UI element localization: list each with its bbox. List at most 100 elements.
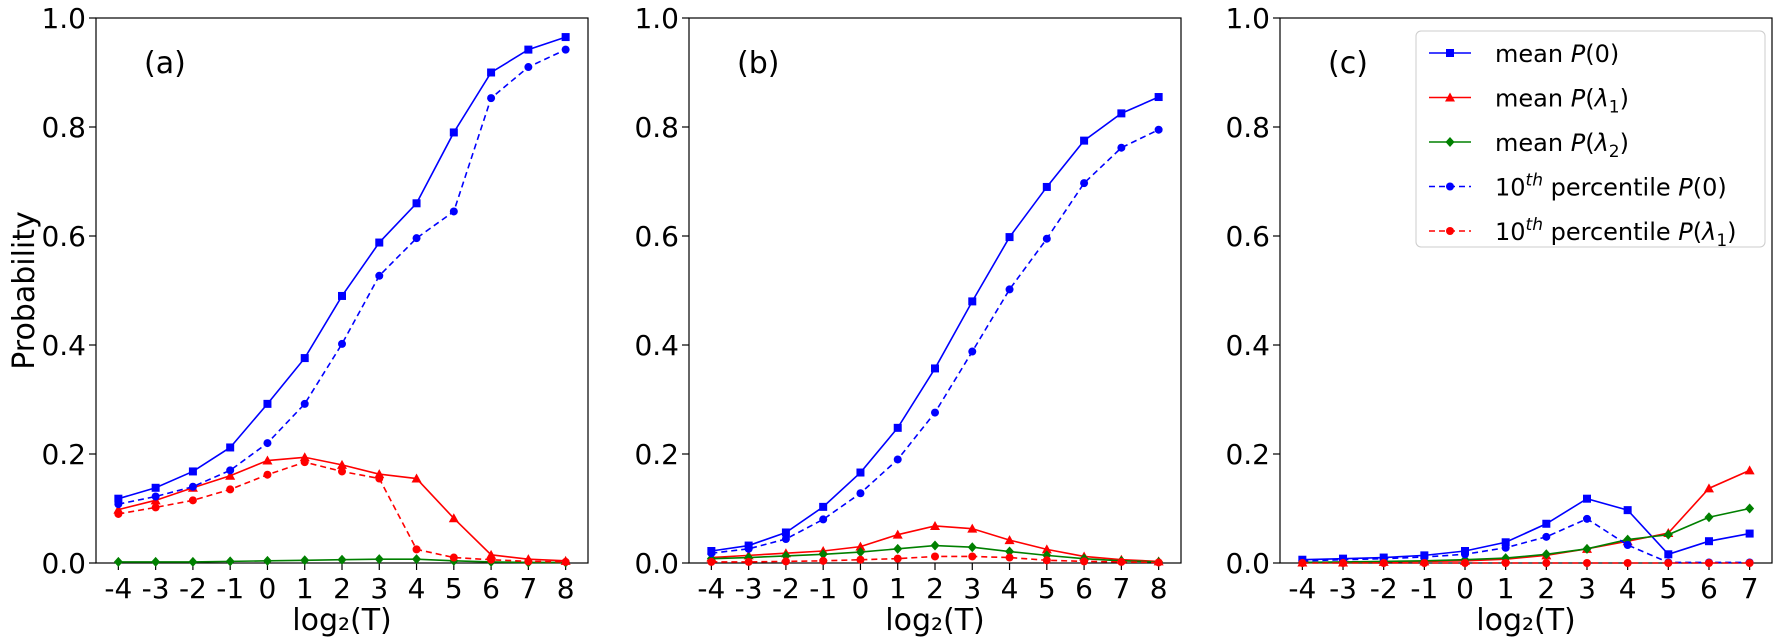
legend-entry-p10_pl1: 10th percentile P(λ1) xyxy=(1429,215,1737,251)
data-point xyxy=(931,552,939,561)
data-point xyxy=(1704,512,1714,523)
x-tick-label: 3 xyxy=(370,572,388,605)
data-point xyxy=(1664,550,1673,559)
data-point xyxy=(967,523,978,533)
data-point xyxy=(561,45,570,54)
data-point xyxy=(1042,234,1051,243)
data-point xyxy=(856,555,865,564)
data-point xyxy=(1117,109,1126,118)
series-mean_p0 xyxy=(1298,494,1754,564)
x-tick-label: 6 xyxy=(482,572,500,605)
data-point xyxy=(113,556,123,567)
data-point xyxy=(1703,483,1714,493)
data-point xyxy=(188,556,198,567)
data-point xyxy=(893,554,902,563)
plot-frame xyxy=(688,17,1182,564)
data-point xyxy=(931,364,939,373)
data-point xyxy=(1461,559,1470,567)
data-point xyxy=(487,68,496,77)
data-point xyxy=(819,502,828,511)
series-line-p10_p0 xyxy=(118,48,566,505)
data-point xyxy=(707,549,716,558)
data-point xyxy=(707,557,716,566)
data-point xyxy=(299,452,310,462)
data-point xyxy=(1663,529,1673,540)
y-tick-label: 0.2 xyxy=(41,438,86,471)
x-tick-label: 5 xyxy=(1659,572,1677,605)
data-point xyxy=(263,439,272,448)
y-tick-label: 1.0 xyxy=(41,2,86,35)
data-point xyxy=(1117,557,1126,566)
y-tick-label: 0.0 xyxy=(41,547,86,580)
data-point xyxy=(1745,503,1755,514)
x-tick-label: -4 xyxy=(1288,572,1316,605)
y-tick-label: 0.8 xyxy=(41,111,86,144)
x-tick-label: 1 xyxy=(1497,572,1515,605)
x-tick-label: -2 xyxy=(179,572,207,605)
legend-label: mean P(λ1) xyxy=(1495,85,1629,118)
data-point xyxy=(855,541,866,551)
x-axis-label: log₂(T) xyxy=(292,603,392,638)
data-point xyxy=(1080,557,1089,566)
data-point xyxy=(781,535,790,544)
x-tick-label: 4 xyxy=(1001,572,1019,605)
y-axis-label: Probability xyxy=(7,211,42,370)
series-line-mean_p0 xyxy=(118,36,566,500)
data-point xyxy=(892,529,903,539)
data-point xyxy=(374,554,384,565)
data-point xyxy=(300,555,310,566)
data-point xyxy=(300,458,309,467)
series-line-mean_p0 xyxy=(1302,497,1750,561)
x-tick-label: 7 xyxy=(1112,572,1130,605)
data-point xyxy=(262,455,273,465)
data-point xyxy=(968,552,977,561)
x-tick-label: 8 xyxy=(557,572,575,605)
x-tick-label: 8 xyxy=(1150,572,1168,605)
data-point xyxy=(1501,559,1510,567)
data-point xyxy=(114,494,123,503)
data-point xyxy=(1582,494,1591,503)
data-point xyxy=(151,483,160,492)
data-point xyxy=(1501,543,1510,552)
x-tick-label: 6 xyxy=(1700,572,1718,605)
data-point xyxy=(300,354,309,363)
series-line-p10_pl1 xyxy=(118,461,566,563)
data-point xyxy=(188,496,197,505)
series-line-mean_pl2 xyxy=(1302,507,1750,564)
x-tick-label: 6 xyxy=(1075,572,1093,605)
series-p10_pl1 xyxy=(707,552,1163,567)
data-point xyxy=(1154,125,1163,134)
data-point xyxy=(930,540,940,551)
data-point xyxy=(151,492,160,501)
data-point xyxy=(1154,93,1163,102)
panel-label: (b) xyxy=(737,46,779,81)
data-point xyxy=(781,557,790,566)
x-tick-label: 3 xyxy=(963,572,981,605)
data-point xyxy=(487,555,496,564)
data-point xyxy=(1004,535,1015,545)
chart-panel-3: 0.0 0.2 0.4 0.6 0.8 1.0 -4 -3 -2 -1 0 1 2 3 4 5 6 7 log₂(T… xyxy=(1225,2,1773,638)
chart-panel-1: 0.0 0.2 0.4 0.6 0.8 1.0 -4 -3 -2 -1 0 1 2 3 4 5 6 7 8 log₂(… xyxy=(7,2,589,638)
data-point xyxy=(412,554,422,565)
series-mean_pl1 xyxy=(1297,465,1755,567)
data-point xyxy=(1080,179,1089,188)
y-tick-label: 0.4 xyxy=(634,329,679,362)
data-point xyxy=(1298,559,1307,567)
legend-label: mean P(0) xyxy=(1495,40,1619,68)
data-point xyxy=(1041,544,1052,554)
data-point xyxy=(893,543,903,554)
data-point xyxy=(1420,553,1429,562)
data-point xyxy=(1582,559,1591,567)
data-point xyxy=(226,443,235,452)
chart-panel-2: 0.0 0.2 0.4 0.6 0.8 1.0 -4 -3 -2 -1 0 1 2 3 4 5 6 7 8 log₂(… xyxy=(634,2,1182,638)
data-point xyxy=(1745,529,1754,538)
data-point xyxy=(1042,182,1051,191)
series-line-mean_p0 xyxy=(711,96,1159,552)
data-point xyxy=(226,485,235,494)
legend-entry-mean_p0: mean P(0) xyxy=(1429,40,1619,68)
data-point xyxy=(1420,559,1429,567)
y-tick-label: 0.6 xyxy=(634,220,679,253)
x-tick-label: 3 xyxy=(1578,572,1596,605)
data-point xyxy=(1582,543,1592,554)
